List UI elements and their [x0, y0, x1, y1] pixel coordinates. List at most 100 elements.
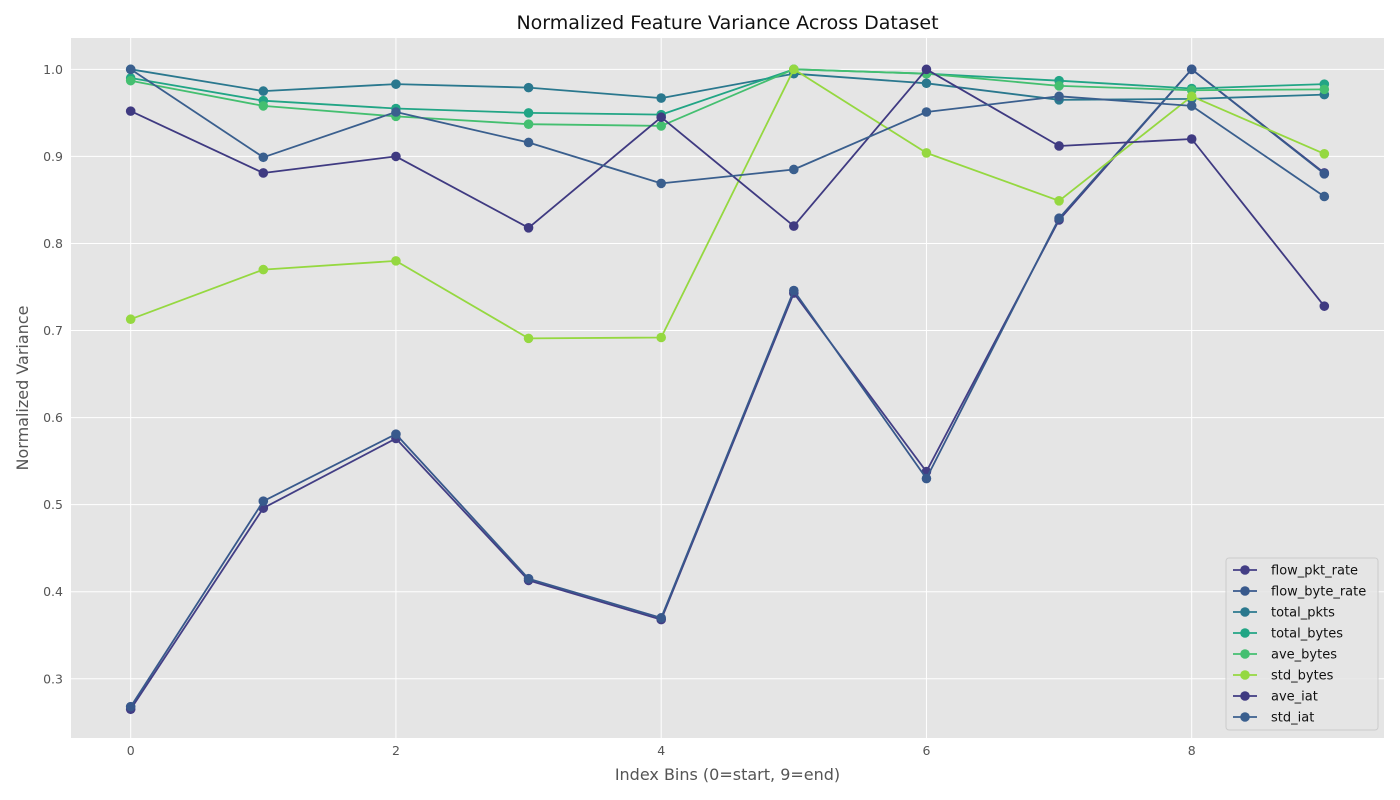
data-point-total_pkts — [258, 86, 269, 96]
legend-label: flow_pkt_rate — [1271, 564, 1358, 579]
series-std_bytes — [125, 64, 1330, 344]
legend-item-std_iat: std_iat — [1233, 711, 1314, 726]
data-point-ave_bytes — [125, 75, 136, 86]
data-point-ave_bytes — [258, 101, 269, 111]
x-tick-label: 4 — [657, 743, 665, 758]
legend-box — [1225, 557, 1379, 731]
data-point-std_bytes — [391, 256, 401, 266]
y-tick-label: 0.3 — [43, 671, 63, 686]
y-tick-labels: 0.3 0.4 0.5 0.6 0.7 0.8 0.9 1.0 — [43, 62, 63, 686]
legend-item-total_bytes: total_bytes — [1233, 627, 1343, 642]
legend-marker — [1240, 565, 1250, 575]
data-point-std_bytes — [258, 264, 269, 275]
legend-marker — [1240, 691, 1250, 701]
legend-item-flow_byte_rate: flow_byte_rate — [1233, 585, 1366, 600]
series-line-total_pkts — [130, 68, 1325, 101]
legend-marker — [1240, 628, 1250, 638]
series-line-std_iat — [130, 68, 1325, 198]
data-point-total_bytes — [523, 108, 534, 118]
series-line-std_bytes — [130, 68, 1325, 340]
data-point-std_bytes — [921, 148, 932, 158]
data-point-total_pkts — [656, 93, 666, 103]
data-point-ave_iat — [1319, 301, 1330, 311]
data-point-std_iat — [789, 164, 799, 175]
data-point-std_bytes — [125, 314, 136, 325]
data-point-flow_byte_rate — [125, 701, 136, 712]
data-point-std_iat — [258, 152, 269, 163]
y-tick-label: 0.4 — [43, 584, 63, 599]
data-point-ave_bytes — [656, 121, 666, 131]
data-point-ave_iat — [125, 106, 136, 116]
legend-item-ave_bytes: ave_bytes — [1233, 648, 1337, 663]
data-point-std_bytes — [523, 333, 534, 344]
legend-marker — [1240, 670, 1250, 680]
y-axis-label: Normalized Variance — [13, 306, 32, 471]
data-point-ave_iat — [1186, 134, 1197, 144]
legend-item-std_bytes: std_bytes — [1233, 669, 1334, 684]
y-tick-label: 0.8 — [43, 236, 63, 251]
data-point-total_pkts — [391, 79, 401, 89]
data-point-flow_byte_rate — [258, 496, 269, 506]
series-line-flow_byte_rate — [129, 68, 1325, 708]
data-point-ave_iat — [921, 64, 932, 75]
y-tick-label: 1.0 — [43, 62, 63, 77]
data-point-std_iat — [1186, 101, 1197, 111]
series-flow_byte_rate — [125, 64, 1330, 712]
data-point-std_iat — [125, 64, 136, 75]
series-layer — [125, 64, 1330, 715]
legend-label: std_bytes — [1271, 669, 1334, 684]
data-point-ave_iat — [1054, 141, 1064, 151]
data-point-std_iat — [391, 107, 401, 117]
legend-label: ave_bytes — [1271, 648, 1337, 663]
y-tick-label: 0.5 — [43, 497, 63, 512]
data-point-std_iat — [921, 107, 932, 117]
x-tick-label: 8 — [1188, 743, 1196, 758]
y-tick-label: 0.9 — [43, 149, 63, 164]
data-point-total_pkts — [921, 78, 932, 89]
data-point-flow_byte_rate — [1319, 169, 1330, 179]
data-point-ave_iat — [391, 151, 401, 162]
data-point-std_iat — [1054, 91, 1064, 102]
legend-item-total_pkts: total_pkts — [1233, 606, 1335, 621]
legend-marker — [1240, 649, 1250, 659]
data-point-std_iat — [1319, 191, 1330, 202]
chart-title: Normalized Feature Variance Across Datas… — [516, 12, 938, 34]
legend-marker — [1240, 712, 1250, 722]
data-point-ave_bytes — [1319, 84, 1330, 95]
data-point-flow_byte_rate — [921, 473, 932, 484]
data-point-std_bytes — [656, 332, 666, 343]
legend-label: flow_byte_rate — [1271, 585, 1366, 600]
data-point-std_iat — [523, 137, 534, 148]
x-tick-labels: 0 2 4 6 8 — [127, 743, 1196, 758]
data-point-flow_byte_rate — [391, 429, 401, 439]
grid — [71, 38, 1384, 738]
legend-label: total_bytes — [1271, 627, 1343, 642]
data-point-std_bytes — [1186, 91, 1197, 102]
legend-label: total_pkts — [1271, 606, 1335, 621]
data-point-total_pkts — [523, 82, 534, 93]
series-line-total_bytes — [130, 68, 1325, 116]
series-line-ave_iat — [130, 68, 1326, 307]
data-point-ave_bytes — [1054, 81, 1064, 91]
x-axis-label: Index Bins (0=start, 9=end) — [615, 765, 840, 784]
data-point-std_bytes — [1054, 196, 1064, 206]
legend-item-ave_iat: ave_iat — [1233, 690, 1318, 705]
data-point-std_iat — [656, 178, 666, 189]
legend: flow_pkt_rate flow_byte_rate total_pktstot… — [1225, 557, 1379, 731]
legend-item-flow_pkt_rate: flow_pkt_rate — [1233, 564, 1358, 579]
x-tick-label: 0 — [127, 743, 135, 758]
legend-marker — [1240, 607, 1250, 617]
legend-label: std_iat — [1271, 711, 1314, 726]
data-point-flow_byte_rate — [656, 613, 666, 623]
data-point-flow_byte_rate — [523, 573, 534, 584]
x-tick-label: 2 — [392, 743, 400, 758]
legend-label: ave_iat — [1271, 690, 1318, 705]
series-ave_iat — [125, 64, 1330, 311]
data-point-ave_iat — [656, 112, 666, 123]
data-point-flow_byte_rate — [789, 285, 799, 296]
data-point-ave_iat — [258, 168, 269, 178]
legend-marker — [1240, 586, 1250, 596]
data-point-std_bytes — [789, 64, 799, 75]
y-tick-label: 0.6 — [43, 410, 63, 425]
